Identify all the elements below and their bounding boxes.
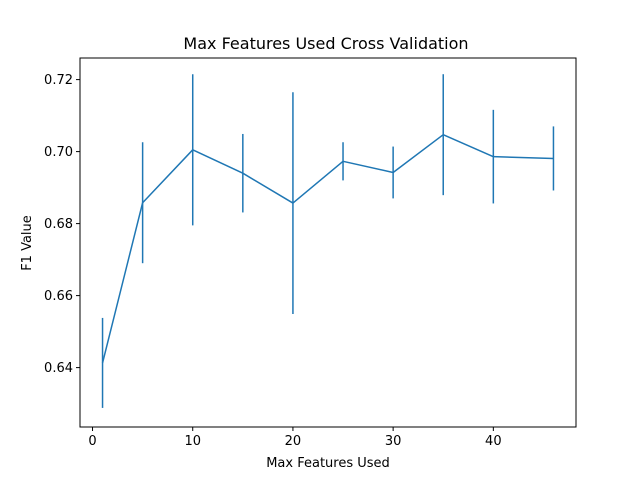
x-tick-label: 10 — [184, 434, 201, 449]
chart-title: Max Features Used Cross Validation — [183, 34, 468, 53]
x-tick-label: 20 — [285, 434, 302, 449]
x-tick-label: 30 — [385, 434, 402, 449]
y-axis-label: F1 Value — [20, 215, 35, 271]
series-line — [101, 133, 554, 364]
y-tick-label: 0.68 — [44, 217, 73, 232]
plot-area — [80, 58, 576, 427]
x-tick-label: 0 — [88, 434, 96, 449]
y-tick-label: 0.64 — [44, 361, 73, 376]
x-axis-label: Max Features Used — [266, 456, 390, 471]
y-tick-label: 0.72 — [44, 73, 73, 88]
y-tick-label: 0.70 — [44, 145, 73, 160]
axes-frame — [79, 57, 577, 428]
x-tick-label: 40 — [485, 434, 502, 449]
y-tick-label: 0.66 — [44, 289, 73, 304]
